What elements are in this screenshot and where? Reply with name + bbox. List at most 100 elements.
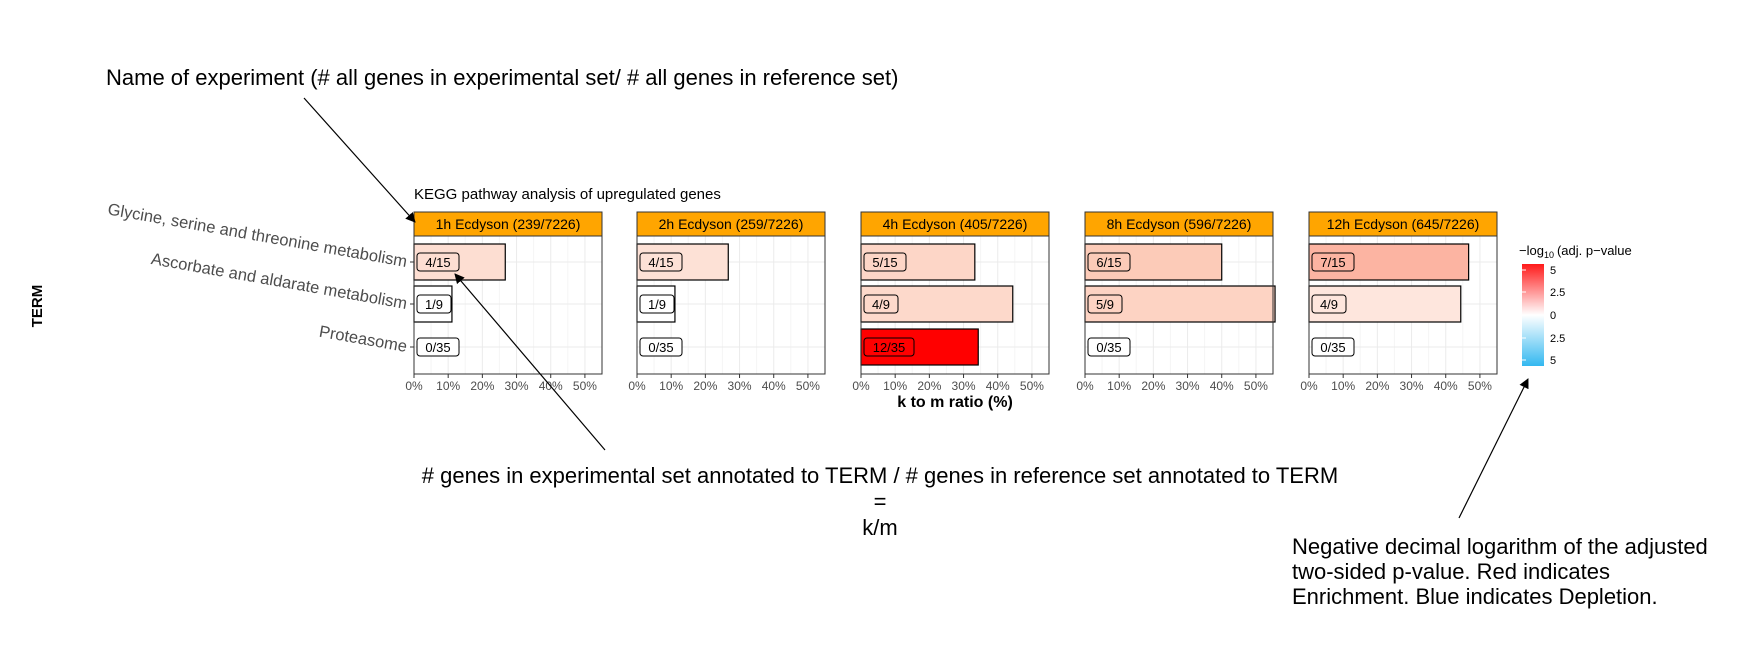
x-tick-label: 0% — [1300, 379, 1318, 393]
legend-tick-label: 0 — [1550, 310, 1556, 322]
x-tick-label: 10% — [1331, 379, 1355, 393]
annotation-km-line-3: k/m — [862, 515, 898, 540]
legend-title: −log10 (adj. p−value — [1519, 243, 1632, 260]
legend-title-suffix: (adj. p−value — [1557, 243, 1632, 258]
facet-title: 12h Ecdyson (645/7226) — [1327, 216, 1480, 232]
x-tick-label: 50% — [573, 379, 597, 393]
panel-border — [636, 235, 826, 375]
color-legend: −log10 (adj. p−value 5 2.5 0 2.5 5 — [1519, 243, 1632, 367]
x-tick-label: 20% — [470, 379, 494, 393]
facet-title: 2h Ecdyson (259/7226) — [659, 216, 804, 232]
data-label-box — [1087, 294, 1123, 314]
panel-border — [413, 235, 603, 375]
data-label-box — [863, 294, 899, 314]
data-label-box — [863, 252, 907, 272]
x-tick-label: 20% — [1141, 379, 1165, 393]
data-label-box — [416, 337, 460, 357]
facet-header — [1084, 211, 1274, 237]
x-tick-label: 40% — [1210, 379, 1234, 393]
x-tick-label: 40% — [986, 379, 1010, 393]
facet-title: 8h Ecdyson (596/7226) — [1107, 216, 1252, 232]
panel-border — [1308, 235, 1498, 375]
arrow-neg-log — [1458, 378, 1529, 519]
x-tick-label: 20% — [1365, 379, 1389, 393]
x-tick-label: 20% — [693, 379, 717, 393]
x-tick-label: 50% — [796, 379, 820, 393]
data-label: 4/9 — [1320, 297, 1338, 312]
data-label-box — [1311, 294, 1347, 314]
data-label: 1/9 — [425, 297, 443, 312]
x-tick-label: 30% — [728, 379, 752, 393]
annotation-km-line-2: = — [873, 489, 887, 514]
facet-panel: 4h Ecdyson (405/7226) 5/15 4/9 12/35 0% 10% 20… — [852, 211, 1050, 393]
data-label: 7/15 — [1320, 255, 1345, 270]
x-tick-label: 0% — [852, 379, 870, 393]
data-label-box — [1087, 337, 1131, 357]
x-tick-label: 40% — [1434, 379, 1458, 393]
data-label-box — [416, 252, 460, 272]
bar — [860, 285, 1014, 323]
data-label-box — [639, 337, 683, 357]
category-label: Proteasome — [318, 323, 409, 356]
facet-panel: 2h Ecdyson (259/7226) 4/15 1/9 0/35 0% 10% 20%… — [628, 211, 826, 393]
legend-colorbar — [1522, 264, 1544, 366]
data-label: 1/9 — [648, 297, 666, 312]
legend-tick-label: 5 — [1550, 355, 1556, 367]
data-label: 5/15 — [872, 255, 897, 270]
category-labels: Glycine, serine and threonine metabolism… — [106, 200, 408, 355]
facet-panel: 12h Ecdyson (645/7226) 7/15 4/9 0/35 0% 10% 20… — [1300, 211, 1498, 393]
data-label: 4/15 — [648, 255, 673, 270]
x-tick-label: 20% — [917, 379, 941, 393]
data-label-box — [639, 252, 683, 272]
chart-title: KEGG pathway analysis of upregulated gen… — [414, 186, 721, 203]
annotation-neg-log-pvalue: Negative decimal logarithm of the adjust… — [1292, 534, 1708, 609]
x-tick-label: 10% — [883, 379, 907, 393]
data-label-box — [863, 337, 915, 357]
annotation-k-m-ratio: # genes in experimental set annotated to… — [300, 463, 1460, 541]
y-axis-label: TERM — [29, 285, 46, 328]
arrow-name-of-experiment — [303, 97, 416, 223]
panel-border — [1084, 235, 1274, 375]
x-axis-label: k to m ratio (%) — [897, 394, 1013, 411]
data-label: 0/35 — [425, 340, 450, 355]
facet-panel: 1h Ecdyson (239/7226) 4/15 1/9 0/35 0% 10% 20%… — [405, 211, 603, 393]
data-label: 4/15 — [425, 255, 450, 270]
legend-tick-label: 5 — [1550, 265, 1556, 277]
data-label: 0/35 — [648, 340, 673, 355]
x-tick-label: 30% — [952, 379, 976, 393]
facet-title: 1h Ecdyson (239/7226) — [436, 216, 581, 232]
data-label: 5/9 — [1096, 297, 1114, 312]
data-label-box — [1087, 252, 1131, 272]
x-tick-label: 30% — [505, 379, 529, 393]
data-label: 6/15 — [1096, 255, 1121, 270]
legend-tick-label: 2.5 — [1550, 333, 1565, 345]
bar — [636, 243, 729, 281]
facet-header — [860, 211, 1050, 237]
data-label: 0/35 — [1320, 340, 1345, 355]
data-label-box — [416, 294, 452, 314]
data-label: 0/35 — [1096, 340, 1121, 355]
data-label-box — [1311, 337, 1355, 357]
facet-header — [636, 211, 826, 237]
facet-panel: 8h Ecdyson (596/7226) 6/15 5/9 0/35 0% 10% 20%… — [1076, 211, 1276, 393]
x-tick-label: 0% — [1076, 379, 1094, 393]
x-tick-label: 50% — [1468, 379, 1492, 393]
x-tick-label: 10% — [436, 379, 460, 393]
data-label-box — [639, 294, 675, 314]
annotation-km-line-1: # genes in experimental set annotated to… — [421, 463, 1339, 488]
annotation-name-of-experiment: Name of experiment (# all genes in exper… — [106, 65, 899, 90]
legend-title-prefix: −log — [1519, 243, 1544, 258]
x-tick-label: 0% — [405, 379, 423, 393]
legend-title-subscript: 10 — [1544, 250, 1554, 260]
x-tick-label: 10% — [1107, 379, 1131, 393]
legend-ticks: 5 2.5 0 2.5 5 — [1522, 265, 1565, 367]
x-tick-label: 10% — [659, 379, 683, 393]
data-label: 4/9 — [872, 297, 890, 312]
x-tick-label: 50% — [1244, 379, 1268, 393]
x-tick-label: 30% — [1400, 379, 1424, 393]
facet-panels: 1h Ecdyson (239/7226) 4/15 1/9 0/35 0% 10% 20%… — [405, 211, 1498, 393]
x-tick-label: 0% — [628, 379, 646, 393]
facet-title: 4h Ecdyson (405/7226) — [883, 216, 1028, 232]
x-tick-label: 50% — [1020, 379, 1044, 393]
